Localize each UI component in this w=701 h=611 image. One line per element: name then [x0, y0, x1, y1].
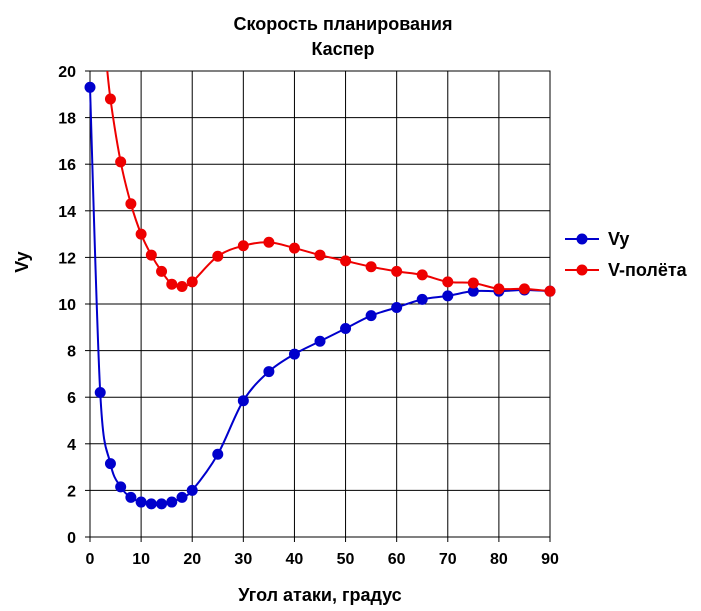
- series-layer: [84, 71, 556, 510]
- data-point: [156, 265, 168, 277]
- data-point: [340, 255, 352, 267]
- data-point: [186, 484, 198, 496]
- data-point: [145, 498, 157, 510]
- data-point: [212, 448, 224, 460]
- data-point: [156, 498, 168, 510]
- chart-title: Скорость планирования: [234, 14, 453, 34]
- data-point: [212, 250, 224, 262]
- y-tick-label: 12: [58, 250, 76, 267]
- data-point: [237, 240, 249, 252]
- data-point: [166, 278, 178, 290]
- data-point: [237, 395, 249, 407]
- x-tick-label: 90: [541, 551, 559, 568]
- data-point: [176, 491, 188, 503]
- data-point: [365, 310, 377, 322]
- data-point: [365, 261, 377, 273]
- data-point: [125, 198, 137, 210]
- y-tick-label: 8: [67, 344, 76, 361]
- y-tick-label: 14: [58, 204, 76, 221]
- x-tick-label: 0: [86, 551, 95, 568]
- data-point: [84, 81, 96, 93]
- y-tick-label: 20: [58, 64, 76, 81]
- data-point: [135, 496, 147, 508]
- data-point: [288, 348, 300, 360]
- data-point: [135, 228, 147, 240]
- data-point: [186, 276, 198, 288]
- data-point: [467, 277, 479, 289]
- data-point: [493, 283, 505, 295]
- x-tick-label: 60: [388, 551, 406, 568]
- data-point: [104, 93, 116, 105]
- y-axis-title: Vy: [12, 251, 32, 272]
- data-point: [518, 283, 530, 295]
- y-tick-label: 0: [67, 530, 76, 547]
- y-tick-label: 4: [67, 437, 76, 454]
- data-point: [544, 285, 556, 297]
- x-axis-ticks: 0 10 20 30 40 50 60 70 80 90: [86, 537, 559, 568]
- x-tick-label: 20: [183, 551, 201, 568]
- data-point: [391, 265, 403, 277]
- data-point: [442, 276, 454, 288]
- data-point: [104, 458, 116, 470]
- y-tick-label: 10: [58, 297, 76, 314]
- y-tick-label: 6: [67, 390, 76, 407]
- data-point: [176, 281, 188, 293]
- x-tick-label: 70: [439, 551, 457, 568]
- data-point: [125, 491, 137, 503]
- legend: Vy V-полёта: [565, 229, 688, 280]
- data-point: [115, 481, 127, 493]
- y-axis-ticks: 0 2 4 6 8 10 12 14 16 18 20: [58, 64, 90, 547]
- data-point: [340, 322, 352, 334]
- legend-marker-v-flight: [576, 264, 588, 276]
- data-point: [288, 242, 300, 254]
- data-point: [263, 236, 275, 248]
- legend-label-v-flight: V-полёта: [608, 260, 688, 280]
- legend-label-vy: Vy: [608, 229, 629, 249]
- data-point: [94, 387, 106, 399]
- data-point: [314, 249, 326, 261]
- x-axis-title: Угол атаки, градус: [238, 585, 401, 605]
- data-point: [115, 156, 127, 168]
- x-tick-label: 30: [234, 551, 252, 568]
- data-point: [314, 335, 326, 347]
- data-point: [416, 269, 428, 281]
- x-tick-label: 40: [286, 551, 304, 568]
- x-tick-label: 80: [490, 551, 508, 568]
- data-point: [263, 366, 275, 378]
- y-tick-label: 16: [58, 157, 76, 174]
- x-tick-label: 10: [132, 551, 150, 568]
- data-point: [416, 293, 428, 305]
- y-tick-label: 2: [67, 483, 76, 500]
- data-point: [442, 290, 454, 302]
- y-tick-label: 18: [58, 111, 76, 128]
- data-point: [166, 496, 178, 508]
- plot-area: [84, 70, 556, 538]
- data-point: [145, 249, 157, 261]
- legend-marker-vy: [576, 233, 588, 245]
- series-v-flight: [104, 71, 556, 297]
- x-tick-label: 50: [337, 551, 355, 568]
- chart-subtitle: Каспер: [311, 39, 374, 59]
- data-point: [391, 301, 403, 313]
